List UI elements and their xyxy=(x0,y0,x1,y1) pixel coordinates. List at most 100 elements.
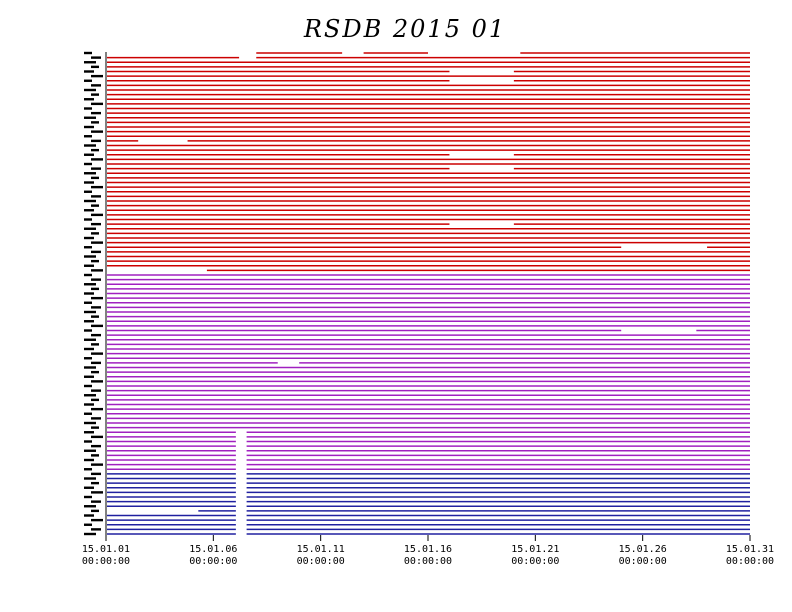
row-label-glyph xyxy=(84,495,92,499)
row-label-glyph xyxy=(84,403,94,406)
row-label-glyph xyxy=(91,121,99,124)
row-data-gap xyxy=(449,167,514,170)
row-label-glyph xyxy=(91,472,101,476)
row-label-glyph xyxy=(91,444,101,448)
x-tick-label-time: 00:00:00 xyxy=(511,556,559,567)
row-label-glyph xyxy=(84,255,96,258)
row-label-glyph xyxy=(84,172,96,175)
row-label-glyph xyxy=(91,407,103,411)
row-label-glyph xyxy=(91,259,99,263)
row-data-gap xyxy=(342,51,364,55)
row-label-glyph xyxy=(84,98,94,101)
row-label-glyph xyxy=(91,352,103,355)
row-label-glyph xyxy=(84,116,96,119)
row-data-gap xyxy=(449,79,514,82)
row-data-gap xyxy=(277,361,300,365)
row-label-glyph xyxy=(84,283,96,286)
row-label-glyph xyxy=(84,246,92,249)
row-label-glyph xyxy=(84,347,94,351)
row-data-gap xyxy=(239,56,257,59)
row-label-glyph xyxy=(91,130,103,133)
row-label-glyph xyxy=(84,70,94,73)
row-label-glyph xyxy=(84,468,92,471)
row-label-glyph xyxy=(84,162,92,166)
row-data-gap xyxy=(106,51,257,55)
row-label-glyph xyxy=(84,125,94,129)
row-label-glyph xyxy=(91,213,103,217)
row-label-glyph xyxy=(84,144,96,147)
row-label-glyph xyxy=(84,329,92,332)
row-label-glyph xyxy=(84,292,94,295)
row-label-glyph xyxy=(84,88,96,92)
row-label-glyph xyxy=(84,61,96,64)
row-label-glyph xyxy=(84,135,92,138)
row-label-glyph xyxy=(91,139,101,143)
row-label-glyph xyxy=(91,324,103,328)
row-label-glyph xyxy=(91,84,101,87)
row-label-glyph xyxy=(91,56,101,59)
row-label-glyph xyxy=(91,435,103,439)
row-label-glyph xyxy=(84,107,92,110)
data-gap-band xyxy=(235,430,247,536)
row-data-gap xyxy=(449,222,514,226)
row-label-glyph xyxy=(91,287,99,291)
row-label-glyph xyxy=(91,102,103,106)
row-label-glyph xyxy=(91,380,103,383)
row-label-glyph xyxy=(91,509,99,513)
row-label-glyph xyxy=(84,273,92,277)
row-label-glyph xyxy=(91,426,99,429)
row-label-glyph xyxy=(91,65,99,69)
row-data-gap xyxy=(621,329,697,332)
row-data-gap xyxy=(621,246,708,249)
x-tick-label-date: 15.01.26 xyxy=(619,544,667,555)
x-tick-label-date: 15.01.16 xyxy=(404,544,452,555)
row-label-glyph xyxy=(84,486,94,489)
row-label-glyph xyxy=(91,195,101,198)
row-label-glyph xyxy=(84,181,94,184)
row-label-glyph xyxy=(84,227,96,230)
row-label-glyph xyxy=(91,491,103,494)
x-tick-label-date: 15.01.21 xyxy=(511,544,559,555)
row-label-glyph xyxy=(91,241,103,244)
row-label-glyph xyxy=(84,384,92,388)
row-label-glyph xyxy=(84,458,94,462)
row-label-glyph xyxy=(91,518,103,522)
row-label-glyph xyxy=(84,190,92,193)
row-data-gap xyxy=(449,70,514,73)
x-tick-label-time: 00:00:00 xyxy=(404,556,452,567)
row-data-gap xyxy=(106,269,207,272)
row-label-glyph xyxy=(84,394,96,397)
row-label-glyph xyxy=(91,74,103,78)
row-label-glyph xyxy=(84,357,92,360)
row-label-glyph xyxy=(91,343,99,346)
row-label-glyph xyxy=(91,370,99,374)
row-label-glyph xyxy=(84,412,92,415)
row-label-glyph xyxy=(84,264,94,267)
row-label-glyph xyxy=(91,454,99,457)
row-label-glyph xyxy=(84,431,94,434)
row-label-glyph xyxy=(84,449,96,452)
row-label-glyph xyxy=(84,338,96,341)
row-label-glyph xyxy=(84,218,92,221)
row-label-glyph xyxy=(91,528,101,531)
row-label-glyph xyxy=(84,79,92,82)
row-label-glyph xyxy=(91,111,101,115)
row-label-glyph xyxy=(91,417,101,420)
row-label-glyph xyxy=(84,440,92,443)
xticks-layer: 15.01.0100:00:0015.01.0600:00:0015.01.11… xyxy=(82,535,774,567)
x-tick-label-time: 00:00:00 xyxy=(297,556,345,567)
row-label-glyph xyxy=(84,514,94,517)
row-label-glyph xyxy=(84,505,96,508)
row-label-glyph xyxy=(84,209,94,212)
row-label-glyph xyxy=(84,301,92,304)
row-label-glyph xyxy=(84,153,94,156)
row-label-glyph xyxy=(84,51,92,55)
chart-title: RSDB 2015 01 xyxy=(303,15,506,43)
row-label-glyph xyxy=(91,463,103,466)
row-label-glyph xyxy=(91,296,103,300)
x-tick-label-time: 00:00:00 xyxy=(726,556,774,567)
rows-layer xyxy=(107,52,750,535)
row-label-glyph xyxy=(84,366,96,369)
row-label-glyph xyxy=(91,315,99,318)
